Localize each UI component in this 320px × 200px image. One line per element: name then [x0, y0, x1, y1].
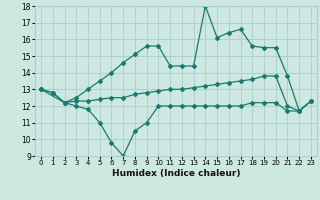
X-axis label: Humidex (Indice chaleur): Humidex (Indice chaleur)	[112, 169, 240, 178]
